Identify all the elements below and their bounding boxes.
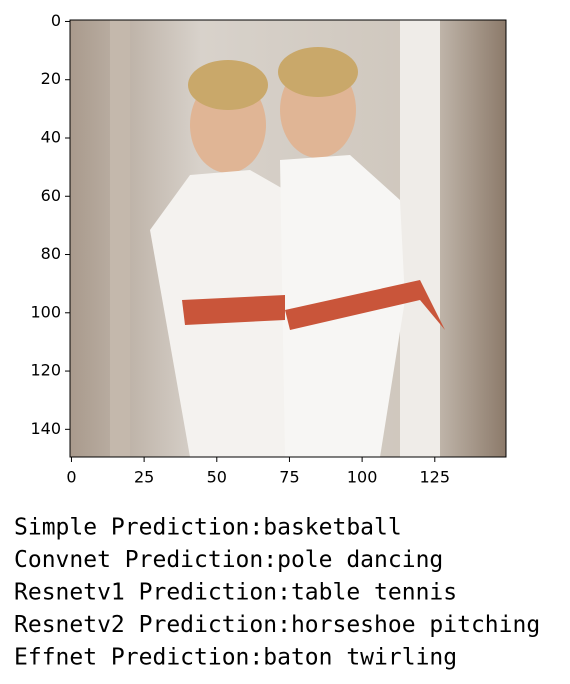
axes-frame: [69, 19, 507, 458]
y-tick-label: 0: [51, 11, 61, 30]
x-tick-label: 25: [134, 468, 154, 487]
output-line: Effnet Prediction:baton twirling: [14, 645, 457, 671]
y-tick-label: 80: [41, 244, 61, 263]
y-tick-label: 20: [41, 69, 61, 88]
x-tick-label: 100: [347, 468, 378, 487]
output-line: Convnet Prediction:pole dancing: [14, 547, 443, 573]
y-tick-label: 60: [41, 186, 61, 205]
output-line: Resnetv2 Prediction:horseshoe pitching: [14, 612, 540, 638]
y-tick-label: 100: [30, 302, 61, 321]
x-tick-label: 0: [66, 468, 76, 487]
output-line: Resnetv1 Prediction:table tennis: [14, 580, 457, 606]
y-tick-label: 120: [30, 361, 61, 380]
x-tick-label: 50: [207, 468, 227, 487]
x-tick-label: 75: [279, 468, 299, 487]
output-line: Simple Prediction:basketball: [14, 515, 402, 541]
x-tick-label: 125: [420, 468, 451, 487]
y-tick-label: 140: [30, 419, 61, 438]
y-tick-label: 40: [41, 127, 61, 146]
image: [70, 20, 506, 457]
